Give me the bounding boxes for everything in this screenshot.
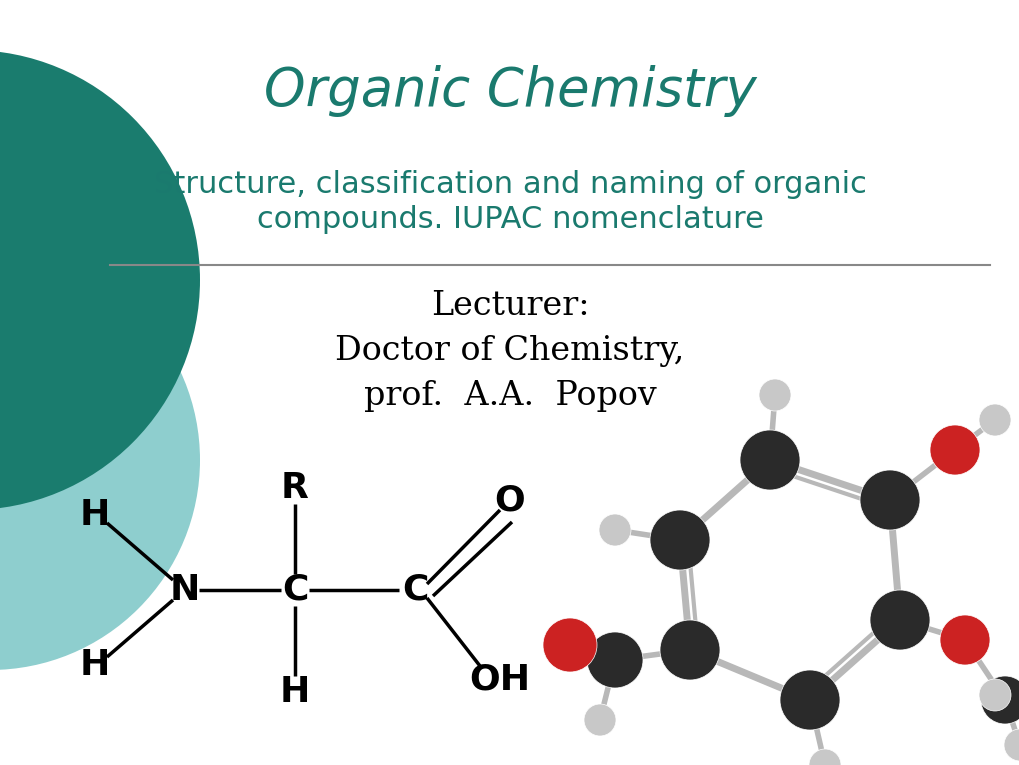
- Text: N: N: [169, 573, 200, 607]
- Circle shape: [0, 250, 200, 670]
- Circle shape: [586, 632, 642, 688]
- Circle shape: [659, 620, 719, 680]
- Circle shape: [649, 510, 709, 570]
- Circle shape: [758, 379, 790, 411]
- Circle shape: [780, 670, 840, 730]
- Text: prof.  A.A.  Popov: prof. A.A. Popov: [363, 380, 656, 412]
- Text: C: C: [401, 573, 428, 607]
- Circle shape: [869, 590, 929, 650]
- Text: Structure, classification and naming of organic: Structure, classification and naming of …: [154, 170, 865, 199]
- Circle shape: [598, 514, 631, 546]
- Circle shape: [980, 676, 1019, 724]
- Circle shape: [1003, 729, 1019, 761]
- Circle shape: [978, 679, 1010, 711]
- Text: H: H: [279, 675, 310, 709]
- Text: H: H: [79, 648, 110, 682]
- Text: Doctor of Chemistry,: Doctor of Chemistry,: [335, 335, 684, 367]
- Circle shape: [739, 430, 799, 490]
- Circle shape: [929, 425, 979, 475]
- Circle shape: [584, 704, 615, 736]
- Circle shape: [940, 615, 989, 665]
- Text: Organic Chemistry: Organic Chemistry: [263, 65, 756, 117]
- Text: O: O: [494, 483, 525, 517]
- Text: compounds. IUPAC nomenclature: compounds. IUPAC nomenclature: [257, 205, 762, 234]
- Text: OH: OH: [469, 663, 530, 697]
- Circle shape: [808, 749, 841, 765]
- Circle shape: [0, 50, 200, 510]
- Circle shape: [859, 470, 919, 530]
- Text: H: H: [79, 498, 110, 532]
- Text: C: C: [281, 573, 308, 607]
- Circle shape: [978, 404, 1010, 436]
- Circle shape: [542, 618, 596, 672]
- Text: Lecturer:: Lecturer:: [430, 290, 589, 322]
- Text: R: R: [281, 471, 309, 505]
